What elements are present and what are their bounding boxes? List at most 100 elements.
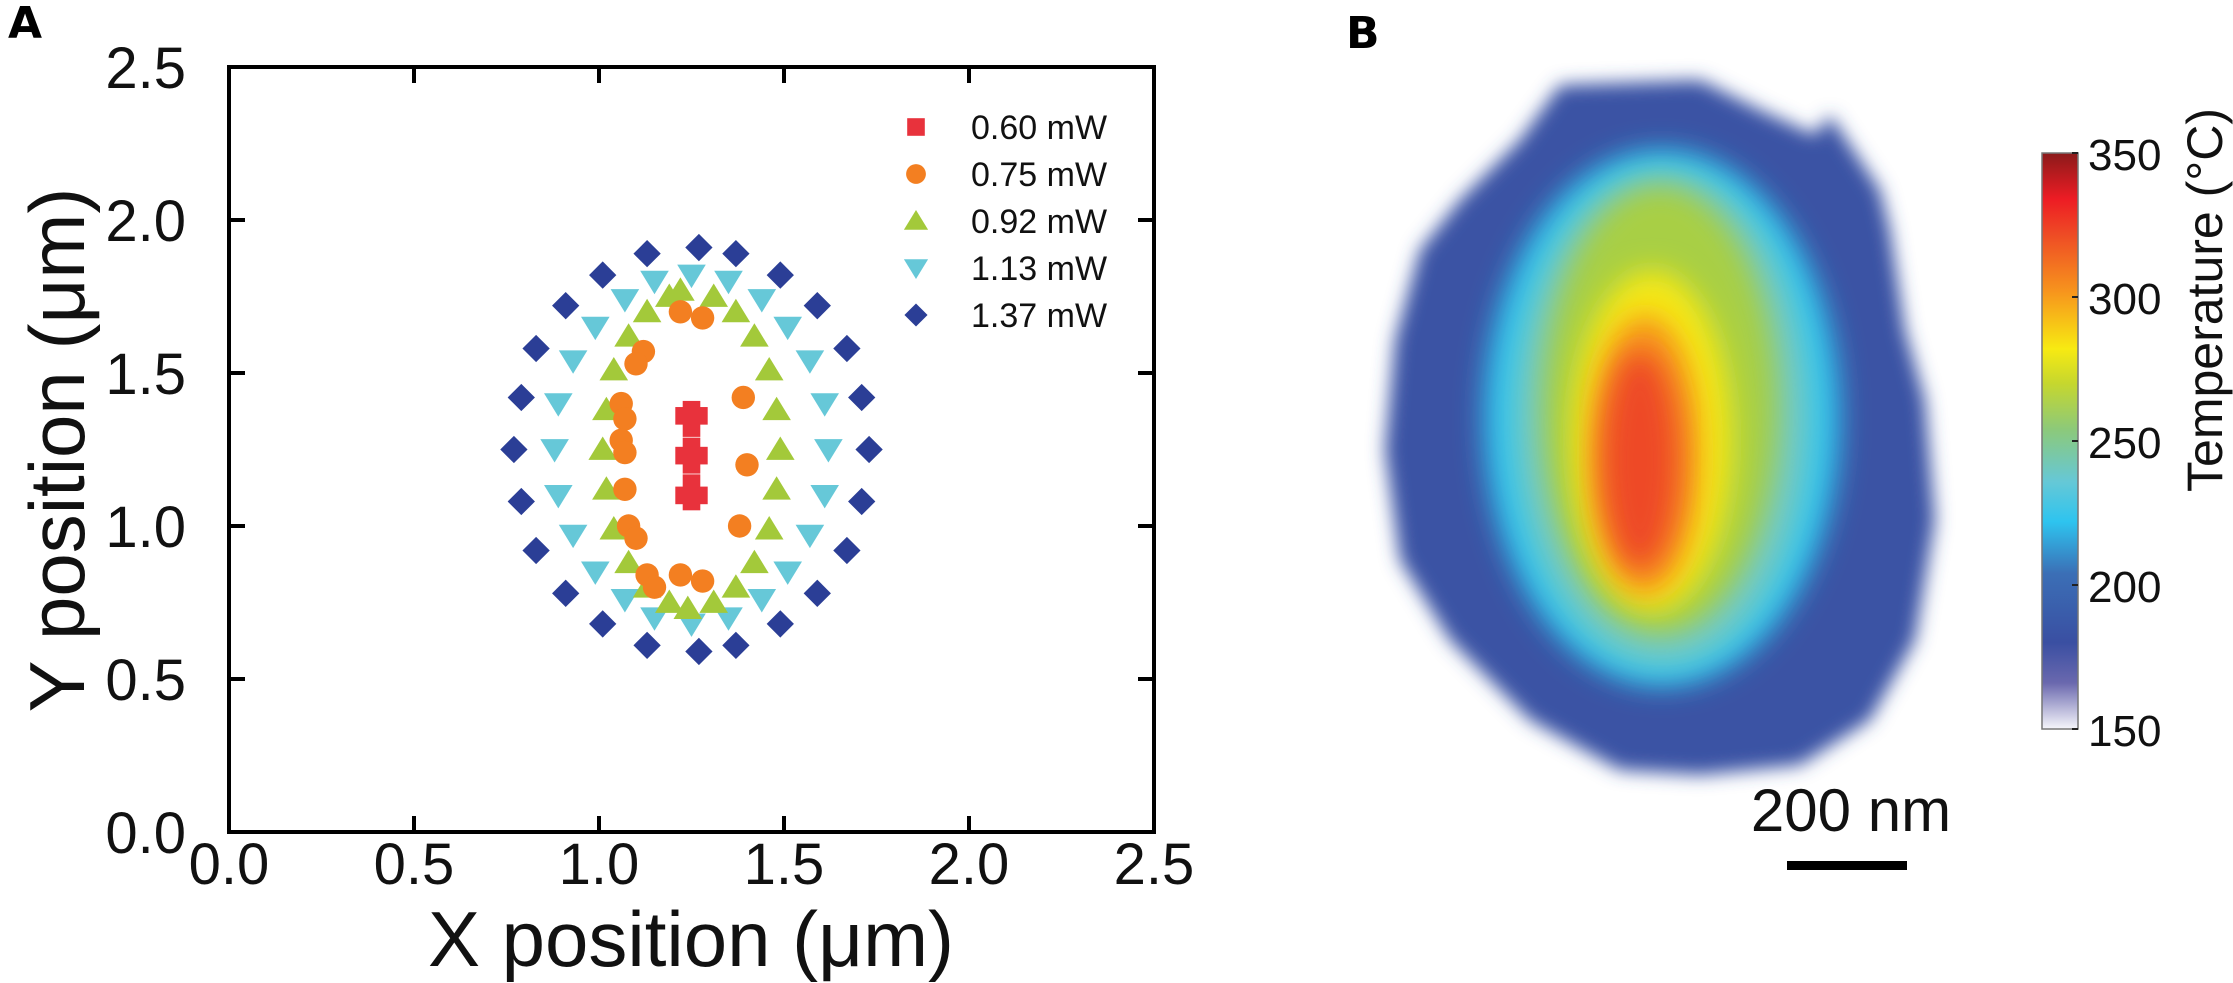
legend-item: 0.92 mW xyxy=(903,203,1107,241)
data-point xyxy=(522,536,550,565)
data-point xyxy=(633,240,661,268)
y-tick-label: 2.5 xyxy=(105,36,186,101)
data-point xyxy=(731,385,755,410)
legend-marker-triangle-up xyxy=(903,210,929,230)
data-point xyxy=(500,435,528,464)
data-point xyxy=(613,477,637,501)
data-point xyxy=(721,574,751,598)
data-point xyxy=(633,631,661,659)
data-point xyxy=(810,485,839,509)
panel-label-b: B xyxy=(1346,8,1380,59)
data-point xyxy=(747,289,777,313)
x-tick-label: 1.0 xyxy=(559,832,640,897)
data-point xyxy=(773,561,802,585)
data-point xyxy=(722,631,750,659)
legend-label: 0.75 mW xyxy=(971,156,1107,194)
colorbar-tick-label: 150 xyxy=(2088,707,2161,756)
data-point xyxy=(581,316,610,341)
series-0-60-mW xyxy=(675,400,708,511)
scale-bar-line xyxy=(1787,861,1907,870)
legend-label: 0.60 mW xyxy=(971,109,1107,147)
data-point xyxy=(558,524,588,549)
data-point xyxy=(690,446,708,465)
data-point xyxy=(613,440,637,465)
data-point xyxy=(552,579,580,607)
data-point xyxy=(740,323,769,347)
y-tick-label: 1.5 xyxy=(105,342,186,407)
colorbar-ticks: 150 200 250 300 350 xyxy=(2072,131,2161,756)
legend-item: 0.60 mW xyxy=(907,109,1107,147)
data-point xyxy=(668,300,693,324)
data-point xyxy=(762,476,791,500)
colorbar: 150 200 250 300 350 Temperature (°C) xyxy=(2041,108,2233,756)
data-point xyxy=(640,270,669,295)
data-point xyxy=(735,453,759,477)
data-point xyxy=(558,350,588,374)
data-point xyxy=(540,439,569,463)
data-point xyxy=(833,334,861,363)
data-point xyxy=(685,233,713,262)
data-point xyxy=(747,589,777,613)
data-point xyxy=(690,407,708,425)
legend-item: 1.37 mW xyxy=(904,297,1107,335)
data-point xyxy=(740,549,769,574)
data-point xyxy=(677,264,706,289)
data-point xyxy=(699,589,728,613)
temperature-heatmap xyxy=(1385,80,1935,775)
legend: 0.60 mW 0.75 mW 0.92 mW 1.13 mW 1.37 mW xyxy=(903,109,1107,335)
y-axis-label: Y position (μm) xyxy=(13,188,101,713)
legend-marker-diamond xyxy=(904,303,928,327)
data-point xyxy=(610,589,640,613)
x-tick-label: 1.5 xyxy=(744,832,825,897)
y-tick-labels: 0.0 0.5 1.0 1.5 2.0 2.5 xyxy=(105,36,186,866)
data-point xyxy=(721,298,751,323)
data-point xyxy=(544,485,573,509)
data-point xyxy=(795,350,825,374)
legend-marker-square xyxy=(907,118,925,136)
x-tick-label: 2.0 xyxy=(929,832,1010,897)
data-point xyxy=(581,561,610,585)
y-tick-label: 2.0 xyxy=(105,189,186,254)
x-tick-labels: 0.0 0.5 1.0 1.5 2.0 2.5 xyxy=(189,832,1195,897)
plot-frame xyxy=(227,65,1156,834)
data-point xyxy=(599,356,629,381)
colorbar-label: Temperature (°C) xyxy=(2177,108,2233,492)
x-tick-label: 0.0 xyxy=(189,832,270,897)
data-point xyxy=(675,407,693,425)
axis-ticks xyxy=(227,65,1156,834)
legend-label: 1.37 mW xyxy=(971,297,1107,335)
data-point xyxy=(544,393,573,417)
data-point xyxy=(632,298,662,323)
series-0-75-mW xyxy=(609,300,759,599)
x-axis-label: X position (μm) xyxy=(428,895,954,983)
data-point xyxy=(690,486,708,505)
data-point xyxy=(675,486,693,505)
x-tick-label: 0.5 xyxy=(374,832,455,897)
data-point xyxy=(814,439,843,463)
data-point xyxy=(766,436,795,460)
data-point xyxy=(795,524,825,549)
data-point xyxy=(614,549,643,574)
data-point xyxy=(642,575,667,599)
data-point xyxy=(507,487,535,516)
panel-label-a: A xyxy=(8,0,42,49)
data-point xyxy=(699,283,728,307)
x-tick-label: 2.5 xyxy=(1114,832,1195,897)
data-point xyxy=(762,396,791,421)
data-point xyxy=(848,487,876,516)
data-point xyxy=(690,306,715,330)
scale-bar: 200 nm xyxy=(1751,777,1951,870)
data-point xyxy=(613,407,637,431)
scatter-marks xyxy=(500,233,883,666)
legend-marker-triangle-down xyxy=(903,259,929,279)
legend-item: 0.75 mW xyxy=(906,156,1107,194)
data-point xyxy=(673,595,703,620)
data-point xyxy=(754,356,784,381)
data-point xyxy=(624,352,648,376)
data-point xyxy=(848,383,876,412)
data-point xyxy=(855,435,883,464)
data-point xyxy=(714,607,743,631)
data-point xyxy=(675,446,693,465)
data-point xyxy=(754,516,784,540)
